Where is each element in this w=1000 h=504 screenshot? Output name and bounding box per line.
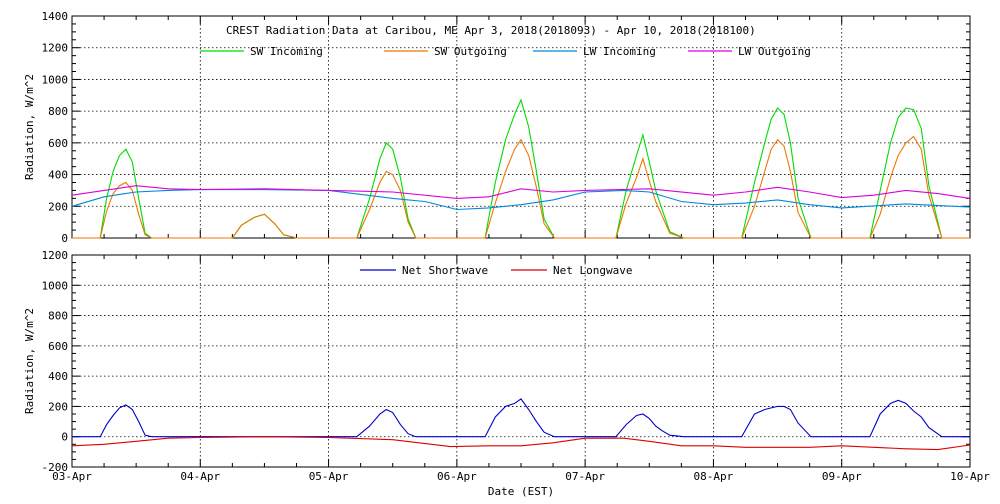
x-tick-label: 04-Apr (180, 470, 220, 483)
chart-panel-2: -200 0 200 400 600 800 1000 1200 03-Apr 04-Apr 05-… (23, 249, 990, 498)
y-tick-label: 1000 (42, 279, 69, 292)
legend-label: Net Shortwave (402, 264, 488, 277)
chart-panel-1: 0 200 400 600 800 1000 1200 1400 Radiation, W/m^… (23, 10, 971, 245)
x-tick-label: 10-Apr (950, 470, 990, 483)
series-line-net-longwave (71, 436, 971, 451)
y-tick-label: 1200 (42, 249, 69, 262)
series-line-net-shortwave (72, 398, 970, 438)
y-tick-label: 200 (48, 400, 68, 413)
x-axis-ticks: 03-Apr 04-Apr 05-Apr 06-Apr 07-Apr 08-Apr 09-A… (52, 255, 990, 483)
plot-frame (71, 254, 971, 468)
legend-label: LW Outgoing (738, 45, 811, 58)
x-tick-label: 05-Apr (309, 470, 349, 483)
y-tick-label: 600 (48, 137, 68, 150)
y-tick-label: 1000 (42, 73, 69, 86)
y-axis-ticks: -200 0 200 400 600 800 1000 1200 (42, 249, 970, 474)
series-line-sw-incoming (72, 98, 970, 239)
x-tick-label: 06-Apr (437, 470, 477, 483)
data-series (71, 398, 971, 451)
y-tick-label: 1400 (42, 10, 69, 23)
y-tick-label: 400 (48, 169, 68, 182)
legend: Net Shortwave Net Longwave (360, 264, 632, 277)
y-tick-label: 600 (48, 340, 68, 353)
chart-title: CREST Radiation Data at Caribou, ME Apr … (226, 24, 756, 37)
y-tick-label: 200 (48, 200, 68, 213)
y-tick-label: 800 (48, 105, 68, 118)
x-tick-label: 03-Apr (52, 470, 92, 483)
x-axis-label: Date (EST) (488, 485, 554, 498)
y-tick-label: 800 (48, 310, 68, 323)
x-tick-label: 08-Apr (694, 470, 734, 483)
series-line-lw-outgoing (71, 185, 971, 199)
y-tick-label: 400 (48, 370, 68, 383)
y-axis-ticks: 0 200 400 600 800 1000 1200 1400 (42, 10, 970, 245)
legend-label: SW Incoming (250, 45, 323, 58)
y-axis-label: Radiation, W/m^2 (23, 74, 36, 180)
y-tick-label: -200 (42, 461, 69, 474)
y-tick-label: 0 (61, 431, 68, 444)
series-line-sw-outgoing (72, 135, 970, 239)
x-tick-label: 07-Apr (565, 470, 605, 483)
grid-lines (72, 255, 970, 467)
y-tick-label: 0 (61, 232, 68, 245)
x-axis-ticks (71, 16, 971, 238)
y-tick-label: 1200 (42, 42, 69, 55)
legend: SW Incoming SW Outgoing LW Incoming LW Outg… (200, 45, 811, 58)
legend-label: SW Outgoing (434, 45, 507, 58)
plot-frame (71, 15, 971, 239)
y-axis-label: Radiation, W/m^2 (23, 308, 36, 414)
legend-label: LW Incoming (583, 45, 656, 58)
x-tick-label: 09-Apr (822, 470, 862, 483)
legend-label: Net Longwave (553, 264, 632, 277)
data-series (71, 98, 971, 239)
